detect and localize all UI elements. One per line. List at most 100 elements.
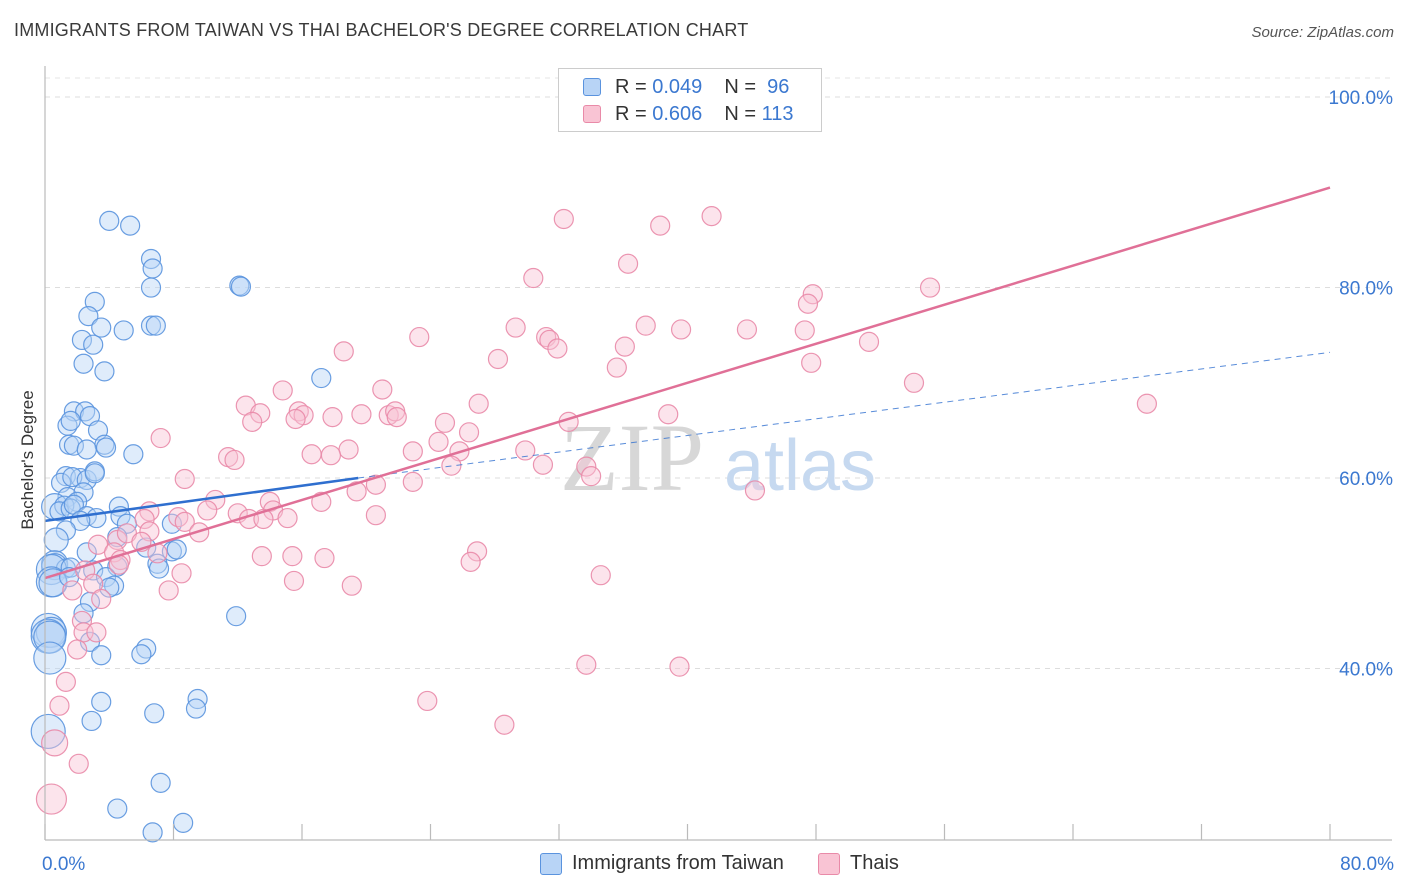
point-thais bbox=[576, 456, 597, 477]
point-thais bbox=[801, 352, 822, 373]
r-label: R = bbox=[615, 75, 647, 98]
point-thais bbox=[576, 654, 597, 675]
n-value-thais: 113 bbox=[761, 102, 794, 125]
point-thais bbox=[250, 403, 271, 424]
axes: 40.0% 60.0% 80.0% 100.0% 0.0% 80.0% bbox=[42, 66, 1394, 875]
point-thais bbox=[402, 471, 423, 492]
y-tick-label: 80.0% bbox=[1339, 279, 1393, 300]
point-taiwan bbox=[55, 520, 76, 541]
point-taiwan bbox=[107, 798, 128, 819]
point-thais bbox=[553, 208, 574, 230]
legend-swatch-taiwan-bottom bbox=[540, 852, 562, 875]
legend-label-taiwan: Immigrants from Taiwan bbox=[572, 852, 784, 874]
point-thais bbox=[1136, 393, 1157, 414]
point-thais bbox=[67, 639, 88, 660]
legend-label-thais: Thais bbox=[850, 852, 899, 874]
point-taiwan bbox=[71, 329, 93, 351]
point-thais bbox=[49, 695, 70, 716]
point-thais bbox=[802, 284, 823, 305]
point-thais bbox=[670, 319, 692, 340]
point-thais bbox=[346, 481, 367, 502]
point-taiwan bbox=[84, 463, 105, 484]
point-thais bbox=[242, 411, 263, 432]
point-thais bbox=[515, 440, 536, 461]
point-thais bbox=[658, 404, 679, 425]
point-taiwan bbox=[113, 320, 134, 341]
point-thais bbox=[547, 338, 568, 359]
point-thais bbox=[794, 320, 815, 341]
point-thais bbox=[91, 588, 112, 610]
point-thais bbox=[736, 319, 758, 340]
point-thais bbox=[466, 541, 488, 562]
y-tick-label: 100.0% bbox=[1329, 88, 1394, 109]
point-thais bbox=[224, 449, 245, 471]
point-thais bbox=[606, 357, 627, 378]
trend-lines bbox=[44, 186, 1331, 580]
point-taiwan bbox=[142, 822, 163, 843]
point-taiwan bbox=[43, 527, 69, 553]
point-thais bbox=[171, 563, 192, 584]
point-thais bbox=[858, 331, 880, 352]
point-thais bbox=[251, 546, 272, 567]
r-label: R = bbox=[615, 102, 647, 125]
point-taiwan bbox=[145, 315, 166, 336]
point-thais bbox=[333, 341, 354, 362]
point-thais bbox=[365, 505, 386, 526]
point-thais bbox=[139, 521, 160, 542]
point-thais bbox=[617, 253, 639, 274]
point-thais bbox=[487, 348, 509, 370]
point-taiwan bbox=[226, 606, 247, 627]
point-thais bbox=[41, 729, 69, 757]
point-thais bbox=[301, 444, 322, 465]
point-thais bbox=[311, 491, 332, 512]
point-thais bbox=[428, 431, 449, 452]
point-thais bbox=[277, 507, 298, 529]
point-thais bbox=[590, 565, 611, 586]
point-thais bbox=[174, 468, 195, 490]
trend-line-taiwan bbox=[44, 476, 359, 523]
point-thais bbox=[341, 575, 362, 596]
point-thais bbox=[134, 508, 155, 530]
watermark: ZIP atlas bbox=[560, 404, 876, 511]
point-thais bbox=[272, 380, 293, 401]
point-taiwan bbox=[78, 306, 99, 327]
r-value-taiwan: 0.049 bbox=[652, 75, 703, 98]
point-taiwan bbox=[230, 276, 252, 297]
legend-swatch-thais-bottom bbox=[818, 852, 840, 875]
legend-swatch-taiwan bbox=[583, 78, 601, 96]
watermark-atlas: atlas bbox=[724, 426, 876, 506]
point-taiwan bbox=[120, 215, 141, 236]
y-tick-label: 40.0% bbox=[1339, 660, 1393, 681]
point-thais bbox=[919, 277, 941, 298]
point-thais bbox=[434, 412, 456, 433]
point-thais bbox=[402, 441, 423, 462]
point-thais bbox=[86, 622, 107, 643]
point-taiwan bbox=[73, 353, 94, 374]
stats-row-taiwan: R = 0.049 N = 96 bbox=[583, 74, 789, 100]
point-taiwan bbox=[142, 258, 163, 279]
point-thais bbox=[635, 315, 656, 336]
point-taiwan bbox=[166, 539, 187, 560]
trend-line-thais bbox=[44, 186, 1331, 580]
stats-row-thais: R = 0.606 N = 113 bbox=[583, 101, 793, 127]
point-thais bbox=[417, 690, 438, 712]
point-taiwan bbox=[76, 439, 97, 460]
trend-line-taiwan-extrapolated bbox=[358, 351, 1331, 479]
legend-item-thais: Thais bbox=[818, 852, 899, 875]
point-thais bbox=[62, 580, 83, 601]
point-taiwan bbox=[185, 698, 207, 719]
x-tick-label: 80.0% bbox=[1340, 854, 1394, 875]
point-taiwan bbox=[229, 275, 250, 296]
point-thais bbox=[797, 293, 819, 314]
point-thais bbox=[314, 547, 335, 569]
point-thais bbox=[197, 500, 218, 521]
point-taiwan bbox=[76, 542, 97, 563]
y-tick-label: 60.0% bbox=[1339, 469, 1393, 490]
point-taiwan bbox=[131, 644, 152, 665]
point-thais bbox=[158, 580, 179, 601]
point-taiwan bbox=[99, 577, 120, 598]
point-thais bbox=[282, 546, 303, 567]
y-axis-label: Bachelor's Degree bbox=[18, 390, 37, 530]
point-thais bbox=[701, 206, 722, 227]
point-thais bbox=[468, 393, 489, 414]
